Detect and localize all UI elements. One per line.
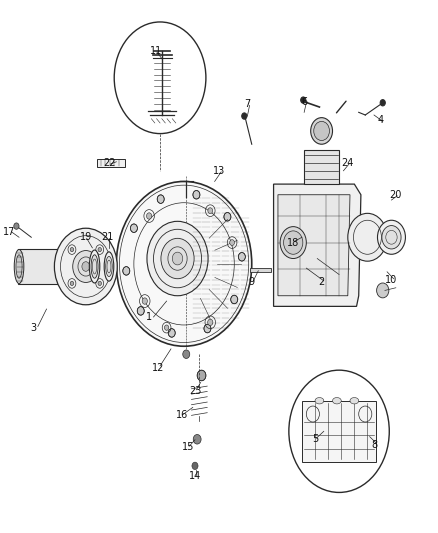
- Circle shape: [208, 208, 213, 214]
- Text: 4: 4: [378, 115, 384, 125]
- Polygon shape: [278, 195, 350, 296]
- Text: 3: 3: [30, 322, 36, 333]
- Circle shape: [224, 213, 231, 221]
- Text: 21: 21: [102, 232, 114, 243]
- Circle shape: [193, 434, 201, 444]
- Circle shape: [204, 324, 211, 333]
- Text: 8: 8: [371, 440, 377, 450]
- Circle shape: [147, 213, 152, 219]
- Circle shape: [117, 181, 252, 346]
- Circle shape: [208, 319, 213, 326]
- Polygon shape: [97, 159, 125, 167]
- Circle shape: [242, 113, 247, 119]
- Ellipse shape: [350, 398, 359, 404]
- Polygon shape: [274, 184, 361, 306]
- Text: 16: 16: [176, 410, 188, 421]
- Text: 6: 6: [301, 96, 307, 107]
- Text: 2: 2: [318, 278, 325, 287]
- Text: 14: 14: [189, 472, 201, 481]
- Circle shape: [73, 251, 99, 282]
- Circle shape: [183, 350, 190, 359]
- Polygon shape: [18, 249, 71, 284]
- Circle shape: [348, 213, 387, 261]
- Text: 15: 15: [182, 442, 194, 452]
- Polygon shape: [302, 401, 376, 462]
- Circle shape: [378, 220, 406, 254]
- Circle shape: [123, 266, 130, 275]
- Circle shape: [157, 195, 164, 204]
- Text: 22: 22: [104, 158, 116, 168]
- Text: 11: 11: [149, 46, 162, 56]
- Circle shape: [311, 118, 332, 144]
- Circle shape: [82, 262, 90, 271]
- Ellipse shape: [14, 249, 24, 284]
- Circle shape: [137, 306, 144, 315]
- Circle shape: [168, 329, 175, 337]
- Circle shape: [142, 298, 148, 304]
- Polygon shape: [250, 268, 271, 272]
- Text: 24: 24: [342, 158, 354, 168]
- Circle shape: [380, 100, 385, 106]
- Circle shape: [172, 252, 183, 265]
- Ellipse shape: [315, 398, 324, 404]
- Text: 23: 23: [189, 386, 201, 397]
- Circle shape: [98, 281, 102, 286]
- Text: 18: 18: [287, 238, 299, 247]
- Circle shape: [131, 224, 138, 232]
- Text: 12: 12: [152, 362, 164, 373]
- Circle shape: [238, 253, 245, 261]
- Text: 20: 20: [390, 190, 402, 200]
- Text: 9: 9: [249, 278, 255, 287]
- Ellipse shape: [89, 250, 100, 283]
- Ellipse shape: [104, 252, 114, 281]
- Circle shape: [14, 223, 19, 229]
- Circle shape: [300, 97, 306, 103]
- Circle shape: [164, 325, 169, 330]
- Text: 5: 5: [312, 434, 318, 445]
- Circle shape: [161, 238, 194, 279]
- Circle shape: [284, 231, 303, 254]
- Circle shape: [54, 228, 117, 305]
- Circle shape: [314, 122, 329, 141]
- Ellipse shape: [332, 398, 341, 404]
- Circle shape: [98, 247, 102, 252]
- Circle shape: [230, 240, 234, 246]
- Circle shape: [70, 247, 74, 252]
- Circle shape: [280, 227, 306, 259]
- Circle shape: [192, 462, 198, 470]
- Ellipse shape: [91, 255, 98, 278]
- Circle shape: [193, 190, 200, 199]
- Circle shape: [70, 281, 74, 286]
- Circle shape: [147, 221, 208, 296]
- Text: 10: 10: [385, 275, 398, 285]
- Text: 7: 7: [244, 99, 251, 109]
- Circle shape: [377, 283, 389, 298]
- Text: 13: 13: [213, 166, 225, 176]
- Circle shape: [197, 370, 206, 381]
- Text: 17: 17: [3, 227, 16, 237]
- Circle shape: [382, 225, 401, 249]
- Text: 1: 1: [146, 312, 152, 322]
- Circle shape: [231, 295, 238, 304]
- Ellipse shape: [106, 256, 112, 277]
- Polygon shape: [304, 150, 339, 184]
- Text: 19: 19: [80, 232, 92, 243]
- Ellipse shape: [16, 255, 22, 278]
